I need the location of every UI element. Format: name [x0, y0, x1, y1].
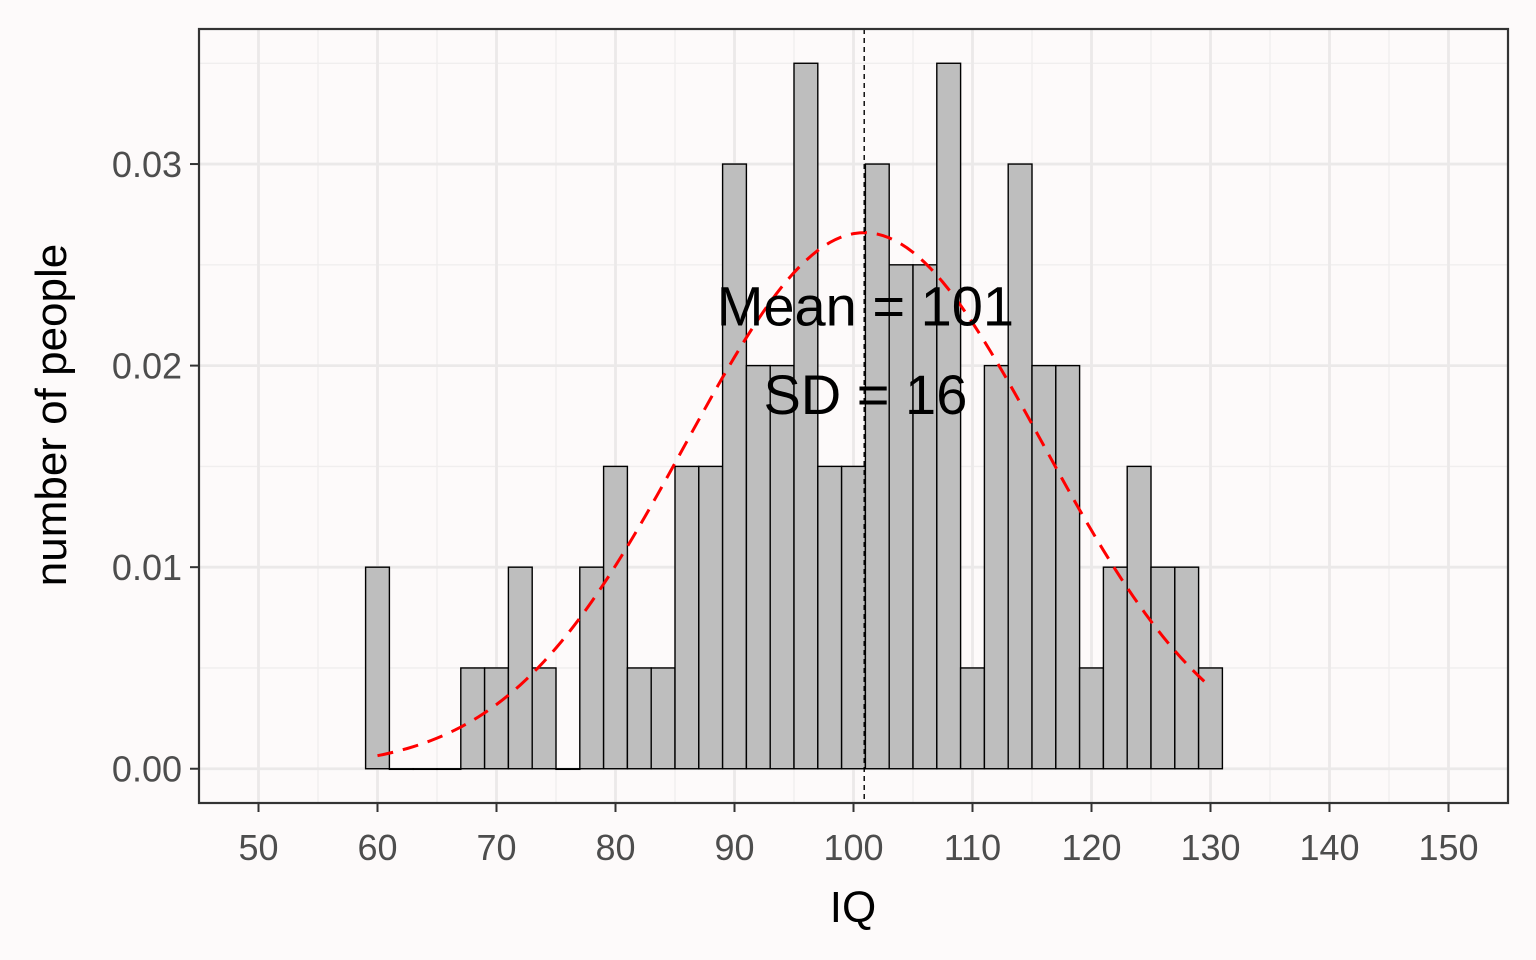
- histogram-bar: [579, 566, 605, 770]
- histogram-bar: [388, 768, 414, 771]
- histogram-bar: [1150, 566, 1176, 770]
- histogram-bar: [364, 566, 391, 770]
- histogram-bar: [912, 264, 938, 770]
- x-tick-label: 100: [823, 827, 883, 868]
- histogram-bars: [364, 62, 1224, 771]
- histogram-bar: [1174, 566, 1200, 770]
- y-tick-label: 0.00: [112, 749, 182, 790]
- x-tick-label: 140: [1299, 827, 1359, 868]
- histogram-bar: [650, 667, 676, 770]
- histogram-bar: [507, 566, 533, 770]
- histogram-bar: [674, 465, 700, 770]
- x-axis-ticks: 50 60 70 80 90 100 110 120 130 140 150: [238, 803, 1479, 868]
- x-tick-label: 60: [357, 827, 397, 868]
- x-tick-label: 70: [476, 827, 516, 868]
- histogram-bar: [817, 465, 843, 770]
- x-axis-title: IQ: [830, 883, 876, 932]
- x-tick-label: 110: [944, 827, 1001, 868]
- x-tick-label: 130: [1180, 827, 1240, 868]
- histogram-bar: [460, 667, 486, 770]
- histogram-bar: [602, 465, 629, 770]
- histogram-bar: [745, 364, 771, 770]
- y-tick-label: 0.03: [112, 144, 182, 185]
- histogram-bar: [888, 264, 914, 770]
- mean-annotation: Mean = 101: [717, 274, 1014, 337]
- histogram-bar: [864, 163, 890, 770]
- y-axis-title: number of people: [27, 244, 76, 586]
- histogram-bar: [1197, 667, 1224, 770]
- histogram-bar: [436, 768, 462, 771]
- histogram-bar: [769, 364, 795, 770]
- histogram-bar: [483, 667, 510, 770]
- sd-annotation: SD = 16: [763, 363, 967, 426]
- histogram-bar: [1007, 163, 1033, 770]
- y-axis-ticks: 0.00 0.01 0.02 0.03: [112, 144, 199, 790]
- histogram-bar: [555, 768, 581, 771]
- y-tick-label: 0.02: [112, 346, 182, 387]
- histogram-bar: [936, 62, 962, 770]
- x-tick-label: 90: [714, 827, 754, 868]
- y-tick-label: 0.01: [112, 547, 182, 588]
- x-tick-label: 80: [595, 827, 635, 868]
- histogram-bar: [840, 465, 867, 770]
- annotations: Mean = 101 SD = 16: [717, 274, 1014, 426]
- histogram-bar: [983, 364, 1009, 770]
- histogram-bar: [1078, 667, 1105, 770]
- histogram-bar: [721, 163, 748, 770]
- histogram-bar: [698, 465, 724, 770]
- histogram-bar: [412, 768, 438, 771]
- histogram-bar: [531, 667, 557, 770]
- histogram-bar: [1031, 364, 1057, 770]
- histogram-bar: [1102, 566, 1128, 770]
- histogram-bar: [959, 667, 986, 770]
- normal-density-curve: [377, 231, 1212, 758]
- histogram-bar: [1055, 364, 1081, 770]
- x-tick-label: 50: [238, 827, 278, 868]
- histogram-bar: [626, 667, 652, 770]
- x-tick-label: 150: [1418, 827, 1478, 868]
- histogram-bar: [793, 62, 819, 770]
- x-tick-label: 120: [1061, 827, 1121, 868]
